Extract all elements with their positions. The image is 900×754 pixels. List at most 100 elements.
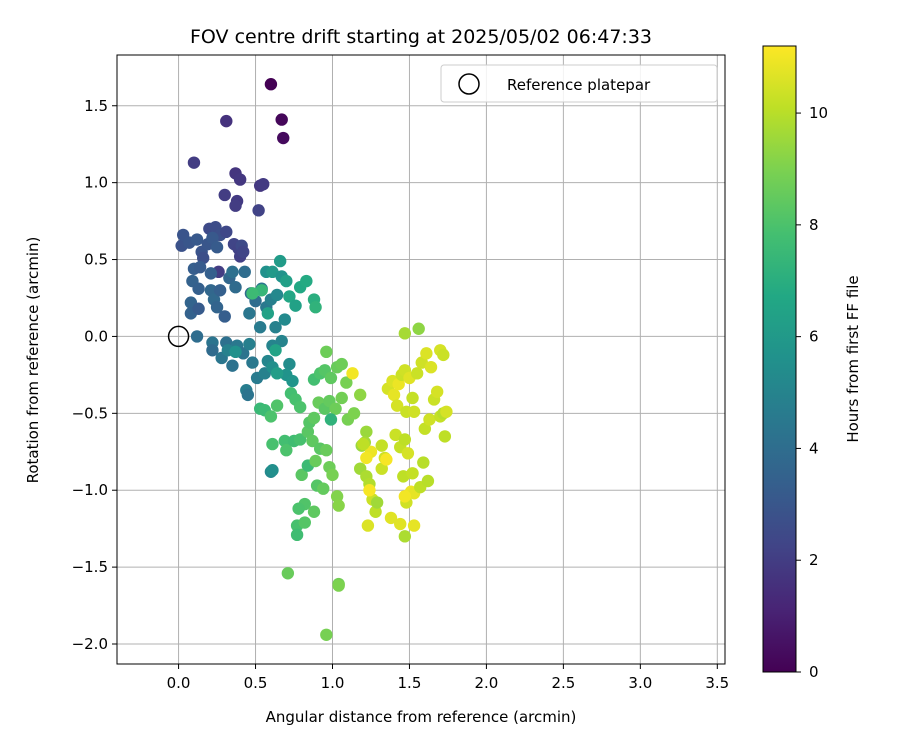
data-point bbox=[280, 274, 293, 288]
data-point bbox=[253, 321, 267, 334]
chart-title: FOV centre drift starting at 2025/05/02 … bbox=[190, 26, 652, 48]
reference-marker bbox=[167, 325, 190, 348]
x-tick-label: 0.5 bbox=[244, 674, 268, 692]
x-tick-label: 0.0 bbox=[167, 674, 191, 692]
colorbar-tick-label: 10 bbox=[809, 104, 828, 122]
data-point bbox=[220, 225, 233, 239]
data-point bbox=[226, 265, 239, 279]
data-point bbox=[417, 456, 430, 469]
data-point bbox=[421, 474, 435, 488]
data-point bbox=[424, 360, 438, 374]
scatter-points bbox=[175, 78, 453, 641]
data-point bbox=[354, 388, 367, 402]
data-point bbox=[340, 376, 353, 389]
colorbar-tick-label: 0 bbox=[809, 663, 819, 681]
legend: Reference platepar bbox=[440, 64, 718, 103]
plot-frame bbox=[116, 54, 726, 665]
data-point bbox=[361, 519, 375, 532]
data-point bbox=[229, 281, 242, 294]
data-point bbox=[306, 434, 319, 448]
data-point bbox=[407, 519, 421, 532]
data-point bbox=[229, 199, 242, 212]
data-point bbox=[307, 505, 321, 518]
y-tick-label: 1.0 bbox=[84, 174, 108, 192]
data-point bbox=[233, 173, 247, 186]
data-point bbox=[324, 413, 338, 426]
data-point bbox=[401, 447, 415, 460]
data-point bbox=[190, 330, 204, 343]
data-point bbox=[329, 402, 342, 415]
data-point bbox=[206, 231, 219, 245]
legend-marker bbox=[458, 73, 480, 95]
y-tick-label: −2.0 bbox=[72, 635, 108, 653]
data-point bbox=[283, 357, 296, 371]
data-point bbox=[226, 359, 239, 372]
data-point bbox=[289, 299, 302, 312]
data-point bbox=[301, 425, 315, 438]
data-point bbox=[410, 367, 424, 380]
data-point bbox=[261, 307, 275, 320]
data-point bbox=[269, 344, 282, 357]
data-point bbox=[398, 433, 412, 446]
y-tick-label: −1.5 bbox=[72, 558, 108, 576]
y-tick-label: 0.0 bbox=[84, 327, 108, 345]
data-point bbox=[390, 399, 404, 412]
data-point bbox=[275, 113, 288, 126]
data-point bbox=[332, 579, 345, 592]
data-point bbox=[187, 156, 201, 169]
data-point bbox=[286, 374, 299, 388]
data-point bbox=[330, 490, 344, 503]
data-point bbox=[440, 405, 453, 418]
data-point bbox=[430, 385, 444, 398]
data-point bbox=[357, 437, 370, 451]
y-tick-label: −1.0 bbox=[72, 481, 108, 499]
data-point bbox=[270, 367, 284, 380]
x-axis-ticks: 0.0 0.5 1.0 1.5 2.0 2.5 3.0 3.5 bbox=[167, 664, 729, 692]
data-point bbox=[363, 484, 376, 497]
data-point bbox=[281, 567, 295, 580]
data-point bbox=[326, 468, 339, 482]
colorbar-tick-label: 4 bbox=[809, 439, 819, 457]
data-point bbox=[360, 425, 373, 438]
data-point bbox=[437, 348, 450, 362]
data-point bbox=[387, 388, 401, 402]
data-point bbox=[210, 241, 224, 254]
data-point bbox=[389, 428, 402, 442]
colorbar-tick-label: 6 bbox=[809, 328, 819, 346]
data-point bbox=[290, 528, 304, 542]
y-tick-label: −0.5 bbox=[72, 404, 108, 422]
data-point bbox=[270, 399, 284, 412]
data-point bbox=[204, 267, 218, 280]
data-point bbox=[266, 464, 279, 477]
data-point bbox=[269, 321, 282, 334]
data-point bbox=[295, 468, 308, 482]
data-point bbox=[398, 327, 412, 340]
x-tick-label: 1.0 bbox=[321, 674, 345, 692]
legend-box bbox=[440, 64, 718, 103]
data-point bbox=[266, 265, 279, 279]
data-point bbox=[278, 434, 291, 448]
data-point bbox=[415, 356, 428, 369]
data-point bbox=[210, 301, 224, 314]
legend-label: Reference platepar bbox=[507, 76, 651, 94]
data-point bbox=[283, 290, 296, 303]
data-point bbox=[192, 282, 205, 295]
x-tick-label: 3.5 bbox=[705, 674, 729, 692]
data-point bbox=[309, 301, 322, 314]
data-point bbox=[264, 78, 278, 91]
y-tick-label: 0.5 bbox=[84, 251, 108, 269]
data-point bbox=[257, 177, 270, 191]
x-axis-label: Angular distance from reference (arcmin) bbox=[266, 708, 577, 726]
data-point bbox=[370, 496, 384, 509]
data-point bbox=[335, 357, 348, 371]
data-point bbox=[246, 356, 259, 369]
data-point bbox=[213, 284, 227, 297]
data-point bbox=[300, 274, 313, 288]
data-point bbox=[407, 405, 421, 418]
colorbar-ticks: 0 2 4 6 8 10 bbox=[796, 104, 828, 681]
x-tick-label: 2.5 bbox=[551, 674, 575, 692]
data-point bbox=[375, 462, 388, 475]
data-point bbox=[292, 502, 305, 515]
data-point bbox=[192, 302, 205, 315]
